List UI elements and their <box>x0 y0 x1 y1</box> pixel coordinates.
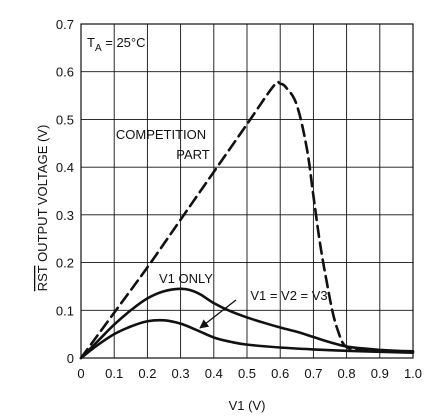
v1-only-label: V1 ONLY <box>159 271 213 286</box>
y-tick-3: 0.3 <box>56 208 74 223</box>
x-tick-2: 0.2 <box>138 366 156 381</box>
condition-subscript: A <box>95 43 102 54</box>
y-tick-2: 0.2 <box>56 256 74 271</box>
y-tick-1: 0.1 <box>56 303 74 318</box>
y-tick-6: 0.6 <box>56 65 74 80</box>
y-axis-title: RST OUTPUT VOLTAGE (V) <box>35 125 50 292</box>
x-tick-8: 0.8 <box>338 366 356 381</box>
series-line-2 <box>79 287 415 360</box>
x-tick-3: 0.3 <box>172 366 190 381</box>
x-tick-5: 0.5 <box>238 366 256 381</box>
plot-frame <box>80 23 414 359</box>
series-line-1 <box>79 80 415 360</box>
x-tick-10: 1.0 <box>404 366 422 381</box>
condition-prefix: T <box>87 35 95 50</box>
v1v2v3-label: V1 = V2 = V3 <box>250 288 327 303</box>
x-tick-labels: 0 0.1 0.2 0.3 0.4 0.5 0.6 0.7 0.8 0.9 1.0 <box>77 366 422 381</box>
y-axis-title-overlined: RST <box>35 265 50 291</box>
v1v2v3-pointer-arrow <box>199 299 237 329</box>
y-tick-5: 0.5 <box>56 112 74 127</box>
competition-label-line1: COMPETITION <box>116 127 206 142</box>
grid-lines <box>81 24 413 358</box>
y-tick-7: 0.7 <box>56 17 74 32</box>
series-line-3 <box>79 318 415 360</box>
y-tick-4: 0.4 <box>56 160 74 175</box>
series-layer <box>79 80 415 360</box>
x-tick-0: 0 <box>77 366 84 381</box>
temperature-condition: TA = 25°C <box>87 35 146 54</box>
condition-suffix: = 25°C <box>102 35 146 50</box>
x-axis-title: V1 (V) <box>229 398 266 413</box>
y-tick-0: 0 <box>67 351 74 366</box>
x-tick-7: 0.7 <box>304 366 322 381</box>
x-tick-6: 0.6 <box>271 366 289 381</box>
x-tick-1: 0.1 <box>105 366 123 381</box>
y-axis-title-rest: OUTPUT VOLTAGE (V) <box>35 125 50 266</box>
x-tick-4: 0.4 <box>205 366 223 381</box>
y-tick-labels: 0 0.1 0.2 0.3 0.4 0.5 0.6 0.7 <box>56 17 74 366</box>
x-tick-9: 0.9 <box>371 366 389 381</box>
competition-label-line2: PART <box>176 147 210 162</box>
